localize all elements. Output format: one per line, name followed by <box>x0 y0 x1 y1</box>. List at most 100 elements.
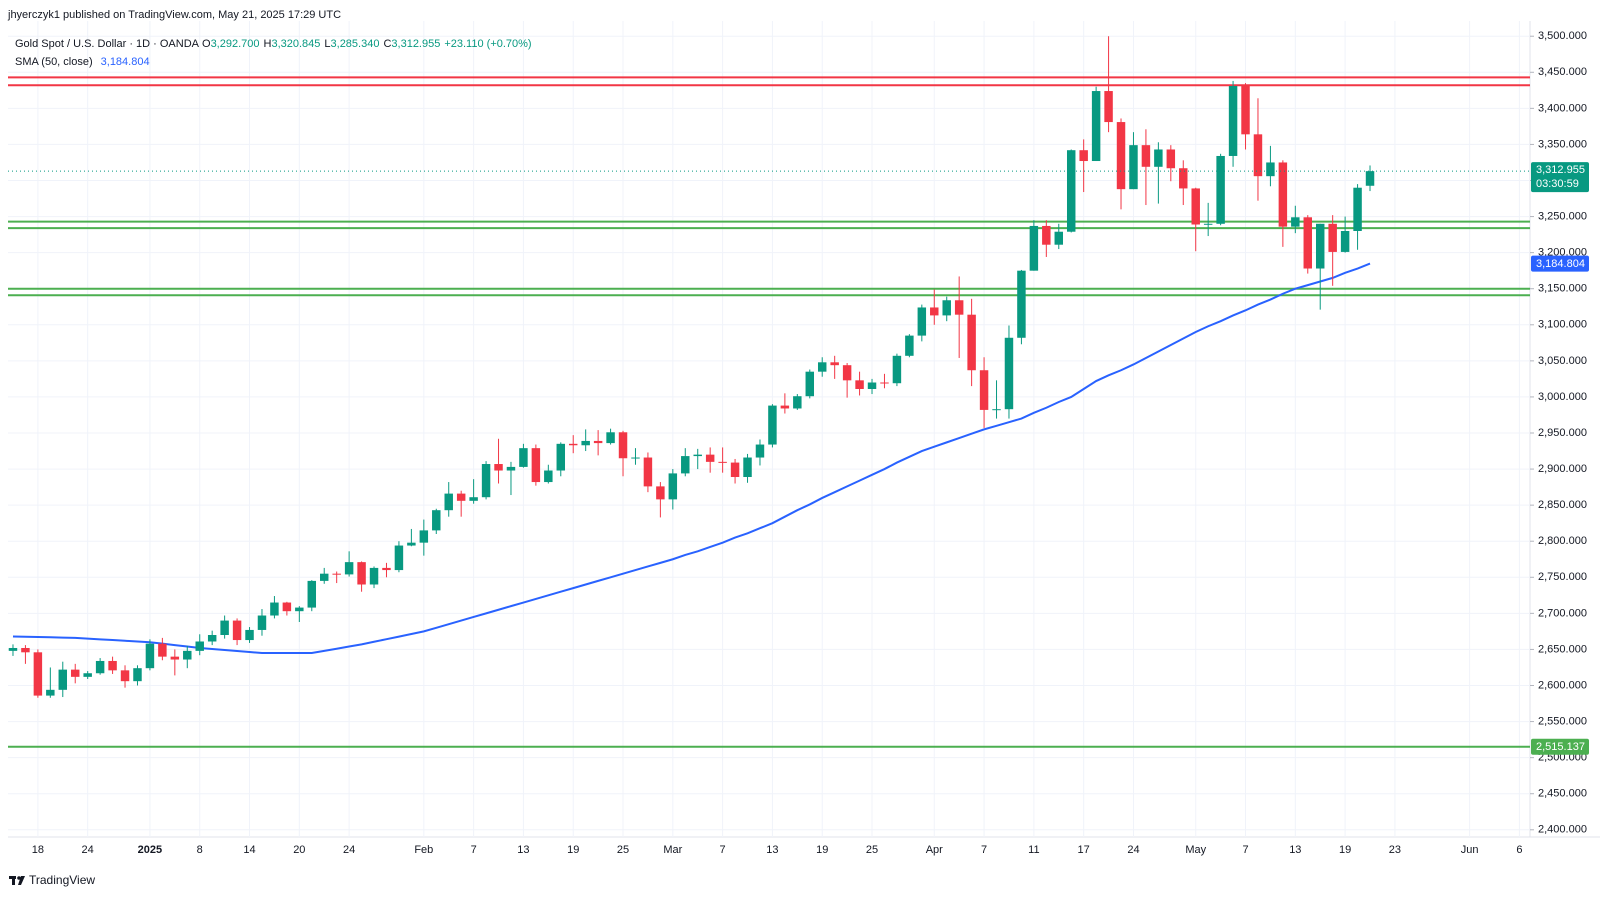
logo-shape <box>12 876 15 885</box>
x-tick-label: Mar <box>663 844 682 856</box>
x-tick-label: 7 <box>981 844 987 856</box>
candle-body <box>70 669 80 677</box>
candle-body <box>46 689 55 696</box>
candle-body <box>183 650 192 660</box>
sma-price-label: 3,184.804 <box>1536 258 1585 270</box>
candle-body <box>1191 188 1200 225</box>
candle-body <box>556 443 566 471</box>
x-tick-label: 6 <box>1516 844 1522 856</box>
candle-body <box>319 573 329 581</box>
candle-body <box>1029 225 1039 271</box>
y-tick-label: 3,350.000 <box>1538 138 1587 150</box>
candle-body <box>954 300 964 315</box>
legend-change: +23.110 (+0.70%) <box>444 38 531 50</box>
candle-body <box>1278 162 1288 227</box>
x-tick-label: 11 <box>1028 844 1039 856</box>
x-tick-label: 25 <box>617 844 629 856</box>
candle-body <box>1079 150 1088 162</box>
candle-body <box>432 510 441 531</box>
candle-body <box>867 382 877 389</box>
y-tick-label: 3,050.000 <box>1538 355 1587 367</box>
candle-body <box>419 530 429 543</box>
candle-body <box>967 314 976 371</box>
candle-body <box>718 461 727 463</box>
x-tick-label: 13 <box>766 844 778 856</box>
legend-value: 3,285.340 <box>331 38 380 50</box>
candle-body <box>207 635 217 642</box>
x-tick-label: 7 <box>1242 844 1248 856</box>
candle-body <box>108 660 117 671</box>
candle-body <box>1179 168 1188 189</box>
candle-body <box>257 615 267 630</box>
x-tick-label: Jun <box>1461 844 1479 856</box>
candle-body <box>481 464 491 498</box>
x-tick-label: 13 <box>517 844 529 856</box>
candle-body <box>270 602 279 616</box>
y-tick-label: 3,000.000 <box>1538 391 1587 403</box>
y-tick-label: 2,400.000 <box>1538 824 1587 836</box>
candle-body <box>332 573 341 575</box>
y-tick-label: 2,750.000 <box>1538 571 1587 583</box>
candle-body <box>444 493 453 511</box>
countdown: 03:30:59 <box>1536 178 1579 190</box>
candle-body <box>1141 145 1151 167</box>
legend-value: 3,312.955 <box>391 38 440 50</box>
candle-body <box>1253 134 1263 177</box>
candle-body <box>842 365 852 381</box>
candle-body <box>95 660 105 674</box>
y-tick-label: 3,450.000 <box>1538 66 1587 78</box>
x-tick-label: Apr <box>926 844 943 856</box>
y-tick-label: 2,850.000 <box>1538 499 1587 511</box>
candle-body <box>1017 270 1026 338</box>
candle-body <box>1216 155 1225 224</box>
candle-body <box>1091 91 1101 162</box>
candle-body <box>780 405 790 409</box>
x-tick-label: 13 <box>1289 844 1301 856</box>
candle-body <box>693 454 702 457</box>
candle-body <box>394 545 404 571</box>
candle-body <box>1104 91 1113 123</box>
candle-body <box>668 473 678 500</box>
candle-body <box>768 405 777 445</box>
candle-body <box>382 567 391 571</box>
x-tick-label: 17 <box>1078 844 1090 856</box>
publisher-line: jhyerczyk1 published on TradingView.com,… <box>7 9 341 21</box>
y-tick-label: 2,700.000 <box>1538 607 1587 619</box>
x-tick-label: 25 <box>866 844 878 856</box>
candle-body <box>979 370 989 410</box>
y-tick-label: 3,100.000 <box>1538 319 1587 331</box>
last-price-label: 3,312.955 <box>1536 164 1585 176</box>
x-tick-label: 19 <box>567 844 579 856</box>
candle-body <box>1066 150 1076 232</box>
candle-body <box>606 432 615 444</box>
y-tick-label: 3,250.000 <box>1538 210 1587 222</box>
overlay-value: 3,184.804 <box>101 56 150 68</box>
x-tick-label: 19 <box>1339 844 1351 856</box>
candle-body <box>33 652 43 696</box>
candle-body <box>170 656 180 660</box>
y-tick-label: 2,550.000 <box>1538 715 1587 727</box>
candle-body <box>245 629 254 641</box>
logo-shape <box>18 876 25 885</box>
candle-body <box>282 602 292 612</box>
candle-body <box>755 444 765 458</box>
candle-body <box>855 380 864 389</box>
candle-body <box>681 456 690 474</box>
candle-body <box>1166 149 1176 169</box>
candle-body <box>307 580 317 608</box>
candle-body <box>593 440 603 444</box>
legend-key: L <box>324 38 330 50</box>
candle-body <box>917 307 927 336</box>
candle-body <box>232 620 242 641</box>
y-tick-label: 2,650.000 <box>1538 643 1587 655</box>
candle-body <box>618 432 628 459</box>
x-tick-label: 20 <box>293 844 305 856</box>
candle-body <box>158 643 167 657</box>
candle-body <box>1291 217 1300 227</box>
candle-body <box>1315 223 1325 269</box>
last-price-box <box>1531 162 1589 193</box>
candle-body <box>568 443 578 446</box>
candle-body <box>494 464 503 471</box>
